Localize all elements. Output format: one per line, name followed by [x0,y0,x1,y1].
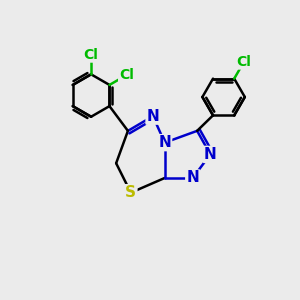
Text: N: N [204,147,217,162]
Text: Cl: Cl [84,48,98,62]
Text: N: N [158,135,171,150]
Text: N: N [186,170,199,185]
Text: Cl: Cl [237,55,251,69]
Text: S: S [125,185,136,200]
Text: N: N [147,109,159,124]
Text: Cl: Cl [119,68,134,82]
